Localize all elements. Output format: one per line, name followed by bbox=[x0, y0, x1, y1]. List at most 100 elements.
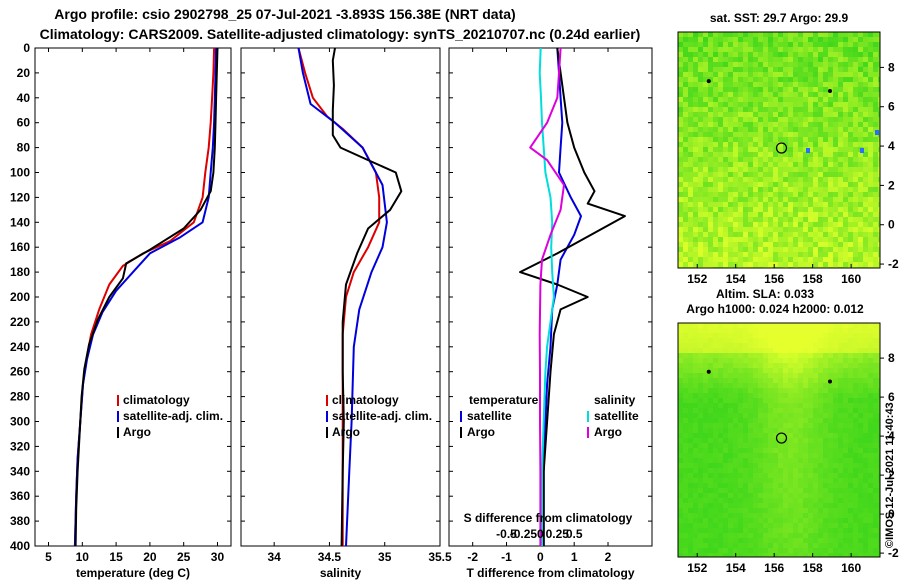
heatmap-cell bbox=[823, 518, 828, 523]
heatmap-cell bbox=[708, 408, 713, 413]
heatmap-cell bbox=[693, 242, 698, 247]
heatmap-cell bbox=[748, 448, 753, 453]
heatmap-cell bbox=[703, 498, 708, 503]
heatmap-cell bbox=[753, 242, 758, 247]
heatmap-cell bbox=[848, 57, 853, 62]
heatmap-cell bbox=[828, 448, 833, 453]
heatmap-cell bbox=[763, 212, 768, 217]
heatmap-cell bbox=[823, 147, 828, 152]
heatmap-cell bbox=[803, 187, 808, 192]
heatmap-cell bbox=[808, 523, 813, 528]
heatmap-cell bbox=[793, 363, 798, 368]
heatmap-cell bbox=[833, 528, 838, 533]
heatmap-cell bbox=[693, 47, 698, 52]
heatmap-cell bbox=[773, 448, 778, 453]
heatmap-cell bbox=[768, 513, 773, 518]
heatmap-cell bbox=[748, 488, 753, 493]
y-tick-label: 0 bbox=[23, 41, 30, 55]
heatmap-cell bbox=[683, 157, 688, 162]
heatmap-cell bbox=[713, 528, 718, 533]
heatmap-cell bbox=[783, 523, 788, 528]
heatmap-cell bbox=[868, 438, 873, 443]
heatmap-cell bbox=[763, 473, 768, 478]
heatmap-cell bbox=[788, 398, 793, 403]
heatmap-cell bbox=[743, 478, 748, 483]
y-tick-label: 60 bbox=[17, 116, 31, 130]
heatmap-cell bbox=[783, 52, 788, 57]
heatmap-cell bbox=[783, 358, 788, 363]
heatmap-cell bbox=[713, 112, 718, 117]
heatmap-cell bbox=[793, 197, 798, 202]
heatmap-cell bbox=[768, 448, 773, 453]
heatmap-cell bbox=[823, 262, 828, 267]
heatmap-cell bbox=[703, 483, 708, 488]
heatmap-cell bbox=[678, 162, 683, 167]
heatmap-cell bbox=[798, 428, 803, 433]
heatmap-cell bbox=[818, 222, 823, 227]
heatmap-cell bbox=[748, 122, 753, 127]
heatmap-cell bbox=[763, 363, 768, 368]
heatmap-cell bbox=[798, 403, 803, 408]
heatmap-cell bbox=[768, 122, 773, 127]
heatmap-cell bbox=[808, 368, 813, 373]
heatmap-cell bbox=[868, 62, 873, 67]
heatmap-cell bbox=[878, 72, 880, 77]
heatmap-cell bbox=[778, 548, 783, 553]
heatmap-cell bbox=[838, 77, 843, 82]
heatmap-cell bbox=[803, 443, 808, 448]
heatmap-cell bbox=[863, 353, 868, 358]
heatmap-cell bbox=[848, 42, 853, 47]
heatmap-cell bbox=[758, 77, 763, 82]
heatmap-cell bbox=[703, 47, 708, 52]
heatmap-cell bbox=[863, 217, 868, 222]
plot-frame bbox=[240, 47, 441, 547]
heatmap-cell bbox=[728, 122, 733, 127]
heatmap-cell bbox=[828, 363, 833, 368]
heatmap-cell bbox=[698, 147, 703, 152]
heatmap-cell bbox=[873, 187, 878, 192]
heatmap-cell bbox=[678, 438, 683, 443]
heatmap-cell bbox=[788, 548, 793, 553]
heatmap-cell bbox=[823, 433, 828, 438]
heatmap-cell bbox=[693, 523, 698, 528]
heatmap-cell bbox=[723, 137, 728, 142]
heatmap-cell bbox=[723, 423, 728, 428]
heatmap-cell bbox=[728, 162, 733, 167]
heatmap-cell bbox=[773, 72, 778, 77]
heatmap-cell bbox=[873, 418, 878, 423]
heatmap-cell bbox=[763, 197, 768, 202]
heatmap-cell bbox=[683, 237, 688, 242]
heatmap-cell bbox=[738, 212, 743, 217]
heatmap-cell bbox=[793, 222, 798, 227]
heatmap-cell bbox=[713, 428, 718, 433]
heatmap-cell bbox=[678, 112, 683, 117]
heatmap-cell bbox=[803, 62, 808, 67]
heatmap-cell bbox=[683, 127, 688, 132]
heatmap-cell bbox=[703, 438, 708, 443]
heatmap-cell bbox=[828, 192, 833, 197]
heatmap-cell bbox=[693, 97, 698, 102]
heatmap-cell bbox=[758, 538, 763, 543]
heatmap-cell bbox=[768, 192, 773, 197]
heatmap-cell bbox=[753, 488, 758, 493]
heatmap-cell bbox=[813, 413, 818, 418]
heatmap-cell bbox=[868, 217, 873, 222]
heatmap-cell bbox=[858, 353, 863, 358]
heatmap-cell bbox=[713, 142, 718, 147]
heatmap-cell bbox=[803, 503, 808, 508]
heatmap-cell bbox=[843, 368, 848, 373]
heatmap-cell bbox=[828, 52, 833, 57]
heatmap-cell bbox=[703, 162, 708, 167]
heatmap-cell bbox=[833, 368, 838, 373]
heatmap-cell bbox=[743, 468, 748, 473]
heatmap-cell bbox=[753, 257, 758, 262]
heatmap-cell bbox=[708, 42, 713, 47]
heatmap-cell bbox=[713, 368, 718, 373]
heatmap-cell bbox=[698, 57, 703, 62]
heatmap-cell bbox=[738, 232, 743, 237]
heatmap-cell bbox=[728, 222, 733, 227]
heatmap-cell bbox=[803, 513, 808, 518]
heatmap-cell bbox=[713, 448, 718, 453]
heatmap-cell bbox=[723, 207, 728, 212]
heatmap-cell bbox=[858, 548, 863, 553]
